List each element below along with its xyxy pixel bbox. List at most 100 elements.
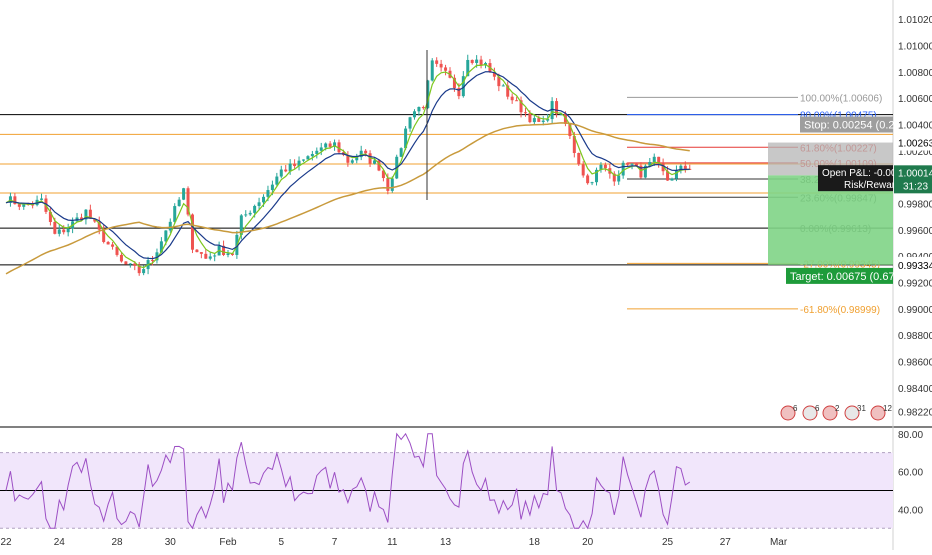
candle-body xyxy=(603,164,607,169)
candle-body xyxy=(559,113,563,115)
stop-label-box xyxy=(800,116,893,133)
candle-body xyxy=(452,77,456,88)
candle-body xyxy=(541,120,545,122)
candle-body xyxy=(79,217,83,220)
candle-body xyxy=(239,215,243,235)
x-tick-label: 20 xyxy=(582,537,594,548)
event-count: 31 xyxy=(857,404,866,413)
x-tick-label: Mar xyxy=(770,537,788,548)
candle-body xyxy=(84,209,88,220)
candle-body xyxy=(88,209,92,219)
candle-body xyxy=(550,101,554,120)
candle-body xyxy=(639,165,643,178)
candle-body xyxy=(528,113,532,123)
candle-body xyxy=(48,211,52,222)
candle-body xyxy=(319,147,323,151)
price-tick-label: 1.01000 xyxy=(898,42,932,53)
candle-body xyxy=(630,163,634,165)
candle-body xyxy=(399,148,403,157)
x-tick-label: 24 xyxy=(54,537,66,548)
candle-body xyxy=(470,59,474,63)
price-tick-label: 0.99200 xyxy=(898,278,932,289)
x-tick-label: 22 xyxy=(0,537,12,548)
candle-body xyxy=(248,212,252,215)
event-flag-icon[interactable] xyxy=(822,405,838,421)
candle-body xyxy=(679,165,683,171)
candle-body xyxy=(466,59,470,77)
candle-body xyxy=(168,221,172,231)
price-tick-label: 0.98800 xyxy=(898,331,932,342)
price-tick-label: 1.00200 xyxy=(898,147,932,158)
target-label-box xyxy=(786,267,893,284)
candle-body xyxy=(457,87,461,97)
candle-body xyxy=(497,76,501,87)
candle-body xyxy=(461,76,465,97)
candle-body xyxy=(634,163,638,166)
fib-label-7: -27.00%(0.99345) xyxy=(800,259,880,270)
candle-body xyxy=(151,260,155,262)
fib-label-0: 100.00%(1.00606) xyxy=(800,93,882,104)
price-tick-label: 0.98220 xyxy=(898,407,932,418)
candle-body xyxy=(137,265,141,274)
candle-body xyxy=(390,178,394,191)
candle-body xyxy=(537,118,541,122)
pnl-label: Open P&L: -0.00 xyxy=(822,168,897,179)
candle-body xyxy=(159,241,163,253)
candle-body xyxy=(128,263,132,265)
candle-body xyxy=(53,221,57,234)
candle-body xyxy=(315,150,319,154)
candle-body xyxy=(563,113,567,124)
rsi-tick-label: 40.00 xyxy=(898,505,923,516)
candle-body xyxy=(377,160,381,171)
ma-slow-line xyxy=(5,122,690,275)
x-tick-label: 25 xyxy=(662,537,674,548)
candle-body xyxy=(40,198,44,200)
candle-body xyxy=(359,150,363,158)
candle-body xyxy=(102,229,106,242)
candle-body xyxy=(266,190,270,197)
candle-body xyxy=(617,175,621,182)
candle-body xyxy=(199,252,203,254)
x-tick-label: 13 xyxy=(440,537,452,548)
candle-body xyxy=(386,178,390,191)
price-tick-label: 0.99000 xyxy=(898,305,932,316)
candle-body xyxy=(595,169,599,183)
candle-body xyxy=(204,253,208,259)
candle-body xyxy=(590,182,594,184)
candle-body xyxy=(648,161,652,166)
candle-body xyxy=(515,100,519,102)
candle-body xyxy=(195,249,199,253)
stop-price-tag-bg xyxy=(894,134,932,151)
event-flag-icon[interactable] xyxy=(844,405,860,421)
candle-body xyxy=(581,164,585,176)
event-flag-icon[interactable] xyxy=(802,405,818,421)
event-icons[interactable]: 6 6 2 31 12 xyxy=(780,404,892,421)
candle-body xyxy=(612,173,616,182)
countdown-tag: 31:23 xyxy=(903,181,928,192)
last-price-bg xyxy=(894,165,932,194)
candle-body xyxy=(666,171,670,181)
price-tick-label: 0.98600 xyxy=(898,357,932,368)
event-flag-icon[interactable] xyxy=(870,405,886,421)
fib-label-1: 80.00%(1.00475) xyxy=(800,111,877,122)
event-flag-icon[interactable] xyxy=(780,405,796,421)
candle-body xyxy=(270,184,274,191)
candle-body xyxy=(408,117,412,129)
candle-body xyxy=(173,206,177,222)
candle-body xyxy=(350,160,354,163)
rsi-tick-label: 80.00 xyxy=(898,430,923,441)
axes: 1.01020 1.01000 1.00800 1.00600 1.00400 1.002… xyxy=(0,15,932,548)
candle-body xyxy=(546,119,550,121)
candle-body xyxy=(222,245,226,255)
candle-body xyxy=(97,221,101,230)
candle-body xyxy=(288,163,292,172)
candle-body xyxy=(475,59,479,63)
candle-body xyxy=(226,253,230,255)
candle-body xyxy=(293,163,297,167)
candle-body xyxy=(586,175,590,184)
candle-body xyxy=(444,67,448,71)
candle-body xyxy=(346,154,350,163)
candle-body xyxy=(66,228,70,233)
candle-body xyxy=(683,165,687,169)
